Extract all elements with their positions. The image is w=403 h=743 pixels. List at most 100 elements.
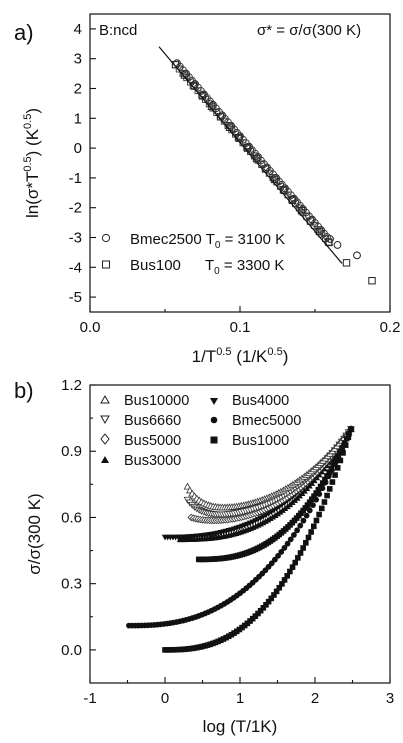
legend-marker-bmec2500 (101, 233, 111, 243)
data-point (278, 549, 285, 555)
data-point (304, 502, 311, 508)
legend-label-bus100: Bus100 T0 = 3300 K (130, 257, 284, 277)
data-point (288, 195, 296, 203)
data-point (339, 444, 346, 451)
panel-a-xlabel-end: ) (283, 347, 289, 366)
panel-b-label: b) (14, 378, 34, 403)
data-point (300, 545, 306, 551)
data-point (183, 74, 191, 82)
data-point (306, 499, 313, 506)
legend-marker-bus100 (102, 260, 110, 269)
legend-label-bus10000: Bus10000 (124, 393, 189, 409)
data-point (292, 200, 299, 208)
legend-marker-bus5000 (100, 433, 110, 445)
series-bus100 (171, 60, 376, 285)
data-point (289, 564, 296, 570)
data-point (297, 522, 304, 529)
panel-a-corner-text: B:ncd (99, 22, 137, 39)
panel-a-y-tick-label: -4 (69, 259, 82, 276)
panel-a-y-tick-label: 2 (74, 81, 82, 98)
data-point (311, 523, 317, 530)
data-point (314, 226, 322, 234)
panel-a-y-tick-label: 0 (74, 140, 82, 157)
panel-a-x-tick-label: 0.0 (80, 319, 101, 336)
legend-t0-bus100: T (205, 257, 214, 274)
panel-a-xlabel-main: 1/T (192, 347, 217, 366)
data-point (310, 221, 318, 229)
data-point (313, 517, 320, 524)
data-point (315, 227, 324, 236)
data-point (342, 259, 351, 267)
panel-a-ticks: 0.0 0.1 0.2 4 3 2 1 0 -1 -2 -3 -4 -5 (69, 21, 401, 336)
data-point (319, 480, 326, 486)
data-point (172, 61, 179, 69)
panel-a-y-tick-label: -1 (69, 170, 82, 187)
data-point (330, 461, 337, 468)
data-point (287, 536, 294, 543)
data-point (343, 435, 350, 442)
legend-label-bus6660: Bus6660 (124, 413, 181, 429)
panel-a-fit-line (158, 46, 343, 264)
legend-t0-bmec2500: T (206, 231, 215, 248)
legend-name-bus100: Bus100 (130, 257, 181, 274)
legend-marker-bus3000 (101, 456, 109, 463)
panel-a-x-tick-label: 0.1 (230, 319, 251, 336)
data-point (325, 239, 333, 247)
data-point (299, 208, 307, 216)
legend-t0-sub-bus100: 0 (214, 266, 220, 277)
panel-a: a) B:ncd σ* = σ/σ(300 K) 0.0 0.1 0.2 4 3 2 1 0 -… (14, 13, 401, 366)
panel-a-ylabel-rest: ) (K (23, 128, 42, 156)
panel-a-ylabel-main: ln(σ*T (23, 172, 42, 218)
panel-a-y-axis-label: ln(σ*T0.5) (K0.5) (22, 108, 42, 218)
data-point (303, 512, 310, 519)
panel-b-y-tick-label: 1.2 (61, 377, 82, 394)
panel-b-y-tick-label: 0.6 (61, 509, 82, 526)
data-point (284, 540, 291, 547)
data-point (341, 440, 348, 446)
data-point (265, 598, 272, 605)
legend-name-bmec2500: Bmec2500 (130, 231, 202, 248)
data-point (313, 474, 320, 481)
data-point (306, 507, 313, 514)
panel-a-ylabel-sup2: 0.5 (22, 114, 34, 129)
panel-a-y-tick-label: -5 (69, 289, 82, 306)
data-point (309, 496, 315, 503)
panel-a-data (158, 46, 376, 285)
data-point (263, 602, 269, 608)
panel-b-x-tick-label: 0 (161, 690, 169, 707)
data-point (281, 544, 288, 551)
panel-b-x-tick-label: -1 (83, 690, 96, 707)
panel-b-y-tick-label: 0.9 (61, 443, 82, 460)
data-point (284, 572, 291, 579)
data-point (353, 251, 361, 260)
data-point (268, 595, 275, 602)
panel-a-formula: σ* = σ/σ(300 K) (257, 22, 361, 39)
series-bmec2500 (173, 59, 361, 260)
data-point (276, 584, 283, 591)
legend-marker-bmec5000 (210, 416, 218, 424)
data-point (275, 552, 281, 559)
data-point (273, 588, 280, 595)
data-point (335, 453, 341, 460)
data-point (271, 556, 278, 563)
data-point (332, 472, 338, 478)
data-point (326, 469, 333, 475)
data-point (303, 213, 311, 221)
panel-a-xlabel-sup: 0.5 (216, 346, 231, 358)
data-point (324, 492, 330, 499)
data-point (260, 605, 267, 611)
data-point (307, 217, 314, 225)
data-point (267, 515, 274, 522)
panel-a-ylabel-end: ) (23, 108, 42, 114)
data-point (313, 490, 319, 496)
data-point (337, 457, 344, 464)
data-point (291, 532, 297, 538)
legend-label-bus1000: Bus1000 (232, 433, 289, 449)
data-point (183, 482, 192, 490)
data-point (318, 230, 326, 238)
data-point (279, 581, 285, 587)
legend-label-bus3000: Bus3000 (124, 453, 181, 469)
panel-a-legend: Bmec2500 T0 = 3100 K Bus100 T0 = 3300 K (101, 231, 285, 277)
data-point (284, 191, 292, 199)
